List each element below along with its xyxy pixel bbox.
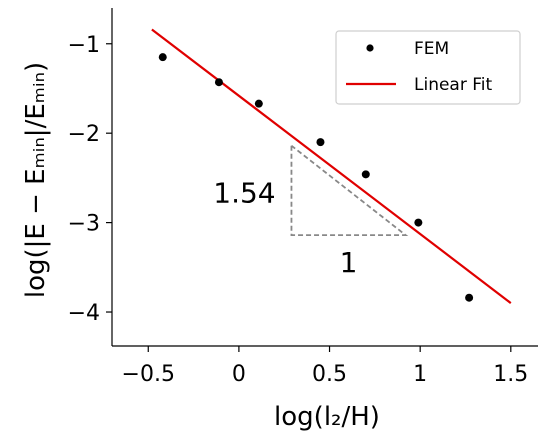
linear-fit-line	[151, 28, 512, 304]
legend-fem-marker	[366, 44, 374, 52]
x-tick-label: 0.5	[312, 362, 347, 387]
fem-point	[465, 293, 474, 302]
fem-point	[316, 138, 325, 147]
x-tick-label: −0.5	[122, 362, 175, 387]
y-tick-label: −3	[68, 212, 100, 237]
legend: FEM Linear Fit	[335, 30, 521, 105]
fem-point	[158, 53, 167, 62]
y-tick-label: −4	[68, 301, 100, 326]
ticks: −0.5 0 0.5 1 1.5 −1 −2 −3 −4	[68, 33, 529, 387]
x-tick-label: 1	[413, 362, 427, 387]
fem-point	[361, 170, 370, 179]
y-tick-label: −2	[68, 122, 100, 147]
slope-label: 1.54	[213, 176, 275, 209]
legend-box	[335, 30, 521, 105]
fem-point	[254, 99, 263, 108]
x-axis-label: log(l₂/H)	[274, 402, 380, 432]
slope-triangle	[290, 144, 409, 237]
fem-point	[214, 78, 223, 87]
x-tick-label: 0	[232, 362, 246, 387]
legend-fit-label: Linear Fit	[414, 75, 493, 95]
run-label: 1	[340, 246, 358, 279]
fem-points	[158, 53, 474, 302]
y-tick-label: −1	[68, 33, 100, 58]
legend-fem-label: FEM	[414, 39, 449, 59]
x-tick-label: 1.5	[493, 362, 528, 387]
fem-point	[414, 218, 423, 227]
y-axis-label: log(|E − Eₘᵢₙ|/Eₘᵢₙ)	[21, 62, 51, 298]
